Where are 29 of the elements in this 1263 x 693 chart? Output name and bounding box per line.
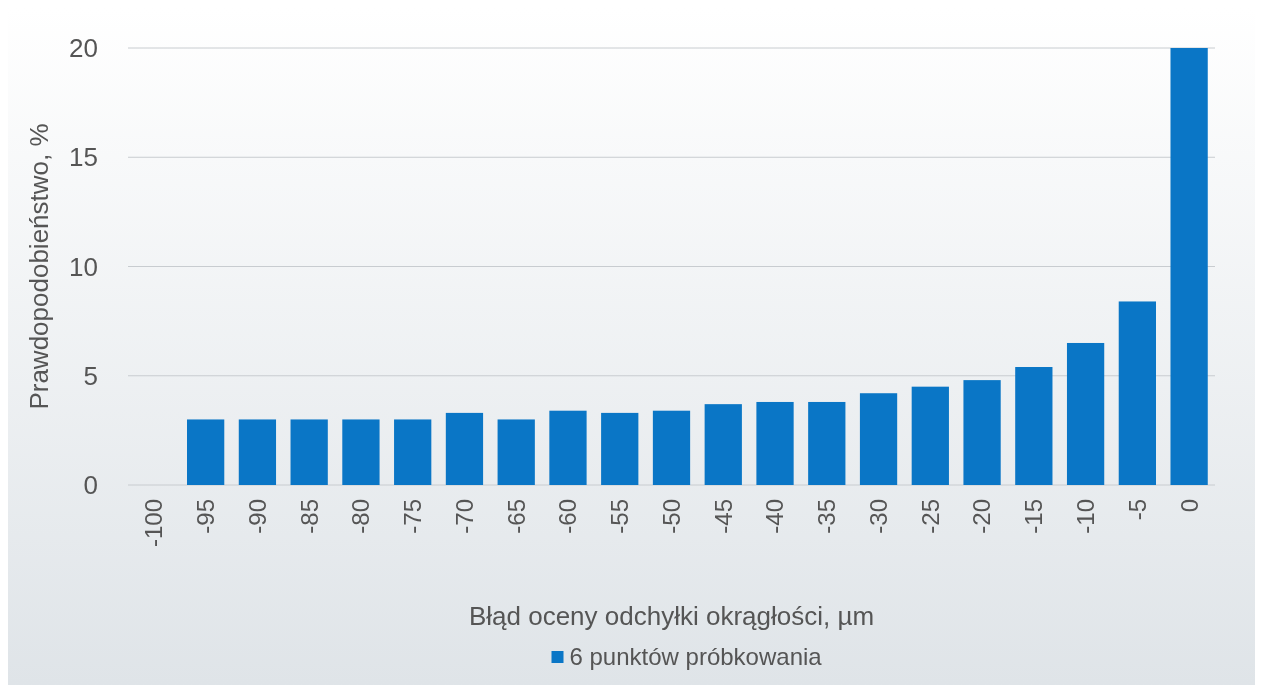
x-tick-label: -95 <box>192 499 220 534</box>
x-tick-label: -25 <box>916 499 944 534</box>
x-tick-label: -55 <box>606 499 634 534</box>
x-tick-label: -70 <box>450 499 478 534</box>
x-tick-label: -85 <box>295 499 323 534</box>
x-tick-label: -90 <box>243 499 271 534</box>
y-tick-label: 5 <box>83 360 98 391</box>
legend-label: 6 punktów próbkowania <box>569 643 823 671</box>
x-tick-label: -30 <box>864 499 892 534</box>
y-tick-label: 0 <box>83 470 98 501</box>
y-axis-title: Prawdopodobieństwo, % <box>24 123 54 410</box>
x-tick-label: -75 <box>399 499 427 534</box>
x-tick-label: -100 <box>140 499 168 548</box>
x-tick-label: -15 <box>1020 499 1048 534</box>
x-tick-label: -50 <box>657 499 685 534</box>
x-tick-label: 0 <box>1175 499 1203 513</box>
x-tick-label: -65 <box>502 499 530 534</box>
x-tick-label: -10 <box>1072 499 1099 534</box>
x-tick-label: -60 <box>554 499 582 534</box>
x-tick-label: -45 <box>709 499 737 534</box>
y-tick-label: 10 <box>69 251 98 282</box>
x-tick-label: -5 <box>1123 499 1151 521</box>
x-tick-label: -80 <box>347 499 375 534</box>
y-tick-label: 15 <box>69 142 98 173</box>
x-tick-label: -20 <box>968 499 996 534</box>
y-tick-label: 20 <box>69 33 98 64</box>
x-tick-label: -40 <box>761 499 789 534</box>
x-tick-label: -35 <box>813 499 841 534</box>
x-axis-title: Błąd oceny odchyłki okrągłości, µm <box>468 601 875 631</box>
